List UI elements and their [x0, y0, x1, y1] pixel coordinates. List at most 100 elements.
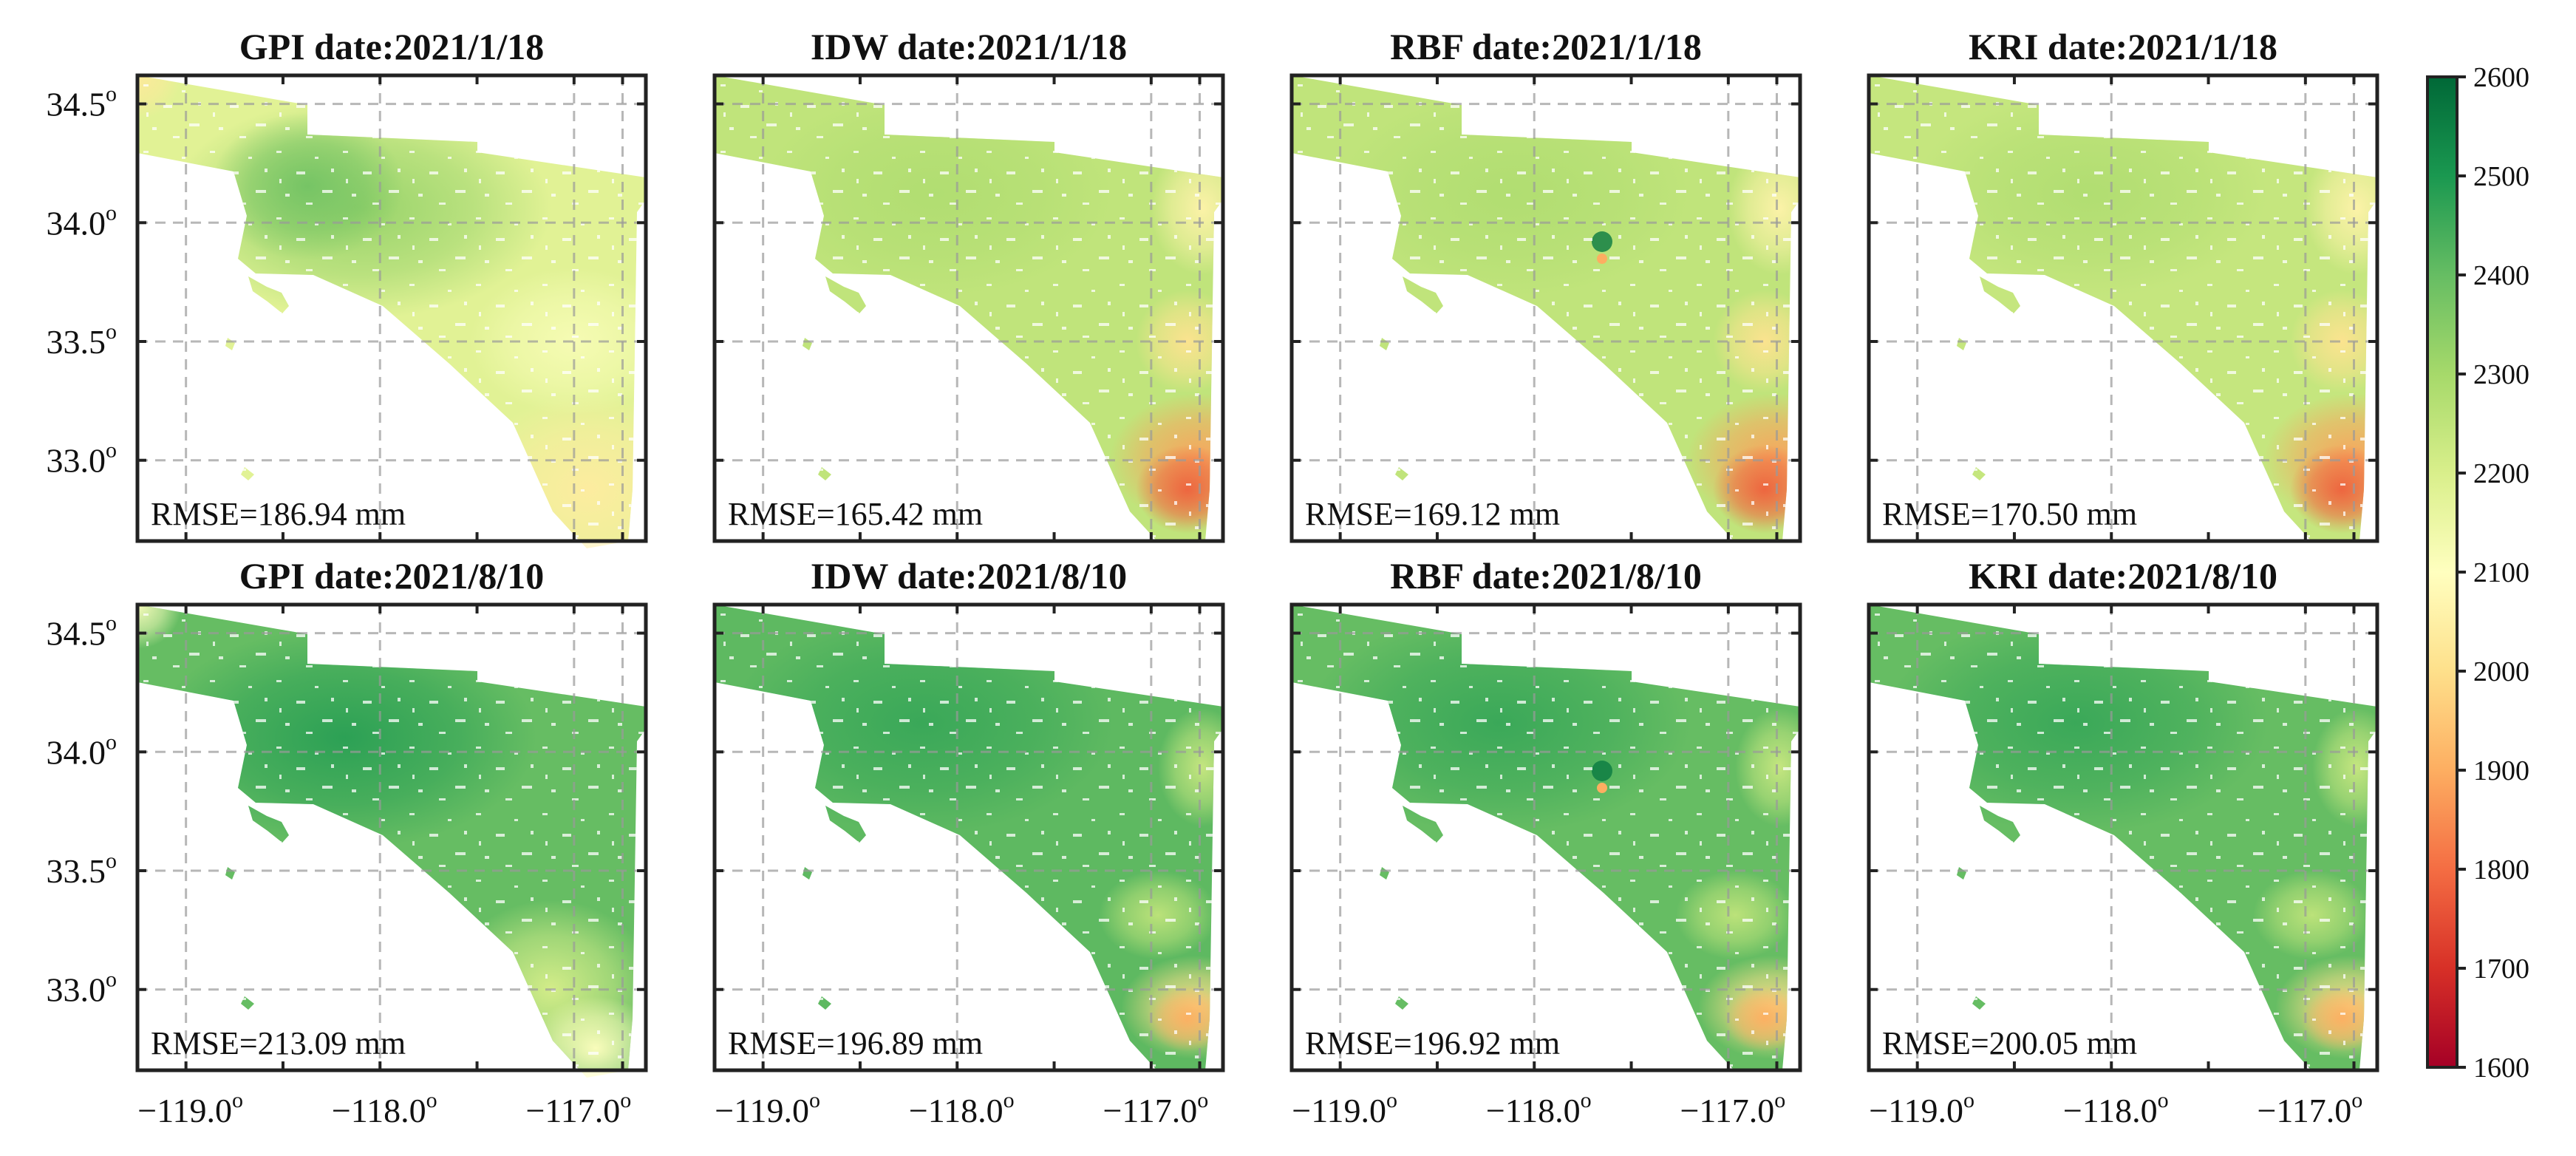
- gridlines: [1292, 75, 1800, 541]
- x-tick-label-degree: o: [232, 1088, 243, 1112]
- panel-title: IDW date:2021/8/10: [811, 555, 1127, 596]
- x-tick-label-degree: o: [1197, 1088, 1208, 1112]
- panel-frame: [1289, 73, 1802, 543]
- gridlines: [1869, 605, 2377, 1070]
- y-tick-label-degree: o: [106, 849, 117, 873]
- panel-title: IDW date:2021/1/18: [811, 26, 1127, 67]
- x-tick-label-degree: o: [1004, 1088, 1015, 1112]
- x-tick-label: −117.0o: [2257, 1088, 2362, 1129]
- gridlines: [1292, 605, 1800, 1070]
- gridlines: [1869, 75, 2377, 541]
- colorbar-tick-label: 2000: [2473, 656, 2529, 687]
- panel-frame: [135, 73, 648, 543]
- gridlines: [715, 605, 1223, 1070]
- y-tick-label: 34.0o: [47, 200, 117, 242]
- data-gaps-speckle: [1292, 605, 1800, 1070]
- colorbar: 2600 2500 2400 2300 2200 2100 2000 1900 1800 1700…: [2426, 62, 2529, 1084]
- ticks: [137, 605, 646, 1070]
- x-tick-label: −118.0o: [2063, 1088, 2169, 1129]
- x-tick-label: −117.0o: [1680, 1088, 1785, 1129]
- data-gaps-speckle: [1869, 75, 2377, 541]
- x-tick-label: −119.0o: [1869, 1088, 1974, 1129]
- panel-kri-jan: KRI date:2021/1/18 RMSE=170.50 mm: [1867, 26, 2379, 543]
- panel-title: GPI date:2021/8/10: [239, 555, 544, 596]
- data-gaps-speckle: [715, 605, 1223, 1070]
- y-tick-label-degree: o: [106, 200, 117, 225]
- x-tick-label: −119.0o: [1292, 1088, 1397, 1129]
- x-tick-label-degree: o: [1963, 1088, 1974, 1112]
- gridlines: [137, 75, 646, 541]
- x-tick-label-degree: o: [2158, 1088, 2169, 1112]
- panel-gpi-jan: GPI date:2021/1/18 RMSE=186.94 mm 34.5o 34.…: [47, 26, 648, 548]
- rmse-label: RMSE=196.92 mm: [1305, 1025, 1560, 1061]
- x-tick-label: −117.0o: [525, 1088, 631, 1129]
- rmse-label: RMSE=170.50 mm: [1882, 496, 2137, 532]
- y-tick-label: 33.0o: [47, 438, 117, 480]
- colorbar-tick-label: 1900: [2473, 755, 2529, 786]
- y-tick-label-degree: o: [106, 319, 117, 344]
- map-kri-aug: [1869, 605, 2377, 1070]
- ticks: [137, 75, 646, 541]
- panel-kri-aug: KRI date:2021/8/10 RMSE=200.05 mm −119.0o −…: [1867, 555, 2379, 1129]
- panel-title: KRI date:2021/8/10: [1969, 555, 2277, 596]
- panel-title: GPI date:2021/1/18: [239, 26, 544, 67]
- colorbar-tick-label: 2300: [2473, 359, 2529, 390]
- panel-title: RBF date:2021/1/18: [1390, 26, 1702, 67]
- panel-idw-jan: IDW date:2021/1/18 RMSE=165.42 mm: [712, 26, 1225, 543]
- panel-frame: [1289, 602, 1802, 1072]
- colorbar-gradient: [2427, 77, 2457, 1067]
- y-tick-label-degree: o: [106, 730, 117, 754]
- x-tick-label-degree: o: [1386, 1088, 1397, 1112]
- ticks: [1292, 75, 1800, 541]
- x-tick-label: −119.0o: [137, 1088, 243, 1129]
- data-gaps-speckle: [1869, 605, 2377, 1070]
- y-tick-label-degree: o: [106, 82, 117, 106]
- panel-rbf-jan: RBF date:2021/1/18 RMSE=169.12 mm: [1289, 26, 1802, 543]
- panel-frame: [1867, 73, 2379, 543]
- colorbar-tick-label: 2400: [2473, 260, 2529, 291]
- ticks: [1869, 605, 2377, 1070]
- ticks: [715, 605, 1223, 1070]
- x-tick-label: −117.0o: [1103, 1088, 1208, 1129]
- x-tick-label-degree: o: [1774, 1088, 1785, 1112]
- map-gpi-aug: [137, 605, 646, 1078]
- panel-title: RBF date:2021/8/10: [1390, 555, 1702, 596]
- y-tick-label-degree: o: [106, 438, 117, 463]
- panel-gpi-aug: GPI date:2021/8/10 RMSE=213.09 mm 34.5o 34.…: [47, 555, 648, 1129]
- map-idw-aug: [715, 605, 1223, 1070]
- x-tick-label-degree: o: [1581, 1088, 1592, 1112]
- colorbar-tick-label: 1800: [2473, 854, 2529, 885]
- panel-frame: [135, 602, 648, 1072]
- x-tick-label: −119.0o: [715, 1088, 820, 1129]
- map-rbf-jan: [1292, 75, 1800, 541]
- data-gaps-speckle: [137, 605, 646, 1070]
- x-tick-label-degree: o: [620, 1088, 631, 1112]
- rmse-label: RMSE=213.09 mm: [151, 1025, 406, 1061]
- panel-frame: [712, 602, 1225, 1072]
- x-tick-label: −118.0o: [909, 1088, 1015, 1129]
- ticks: [1292, 605, 1800, 1070]
- map-rbf-aug: [1292, 605, 1800, 1070]
- rmse-label: RMSE=165.42 mm: [728, 496, 983, 532]
- y-tick-label: 33.0o: [47, 968, 117, 1009]
- gridlines: [137, 605, 646, 1070]
- map-idw-jan: [715, 75, 1223, 541]
- gridlines: [715, 75, 1223, 541]
- rmse-label: RMSE=200.05 mm: [1882, 1025, 2137, 1061]
- y-tick-label-degree: o: [106, 611, 117, 636]
- rmse-label: RMSE=169.12 mm: [1305, 496, 1560, 532]
- y-tick-label: 34.5o: [47, 82, 117, 123]
- rmse-label: RMSE=196.89 mm: [728, 1025, 983, 1061]
- panel-frame: [1867, 602, 2379, 1072]
- panels-group: GPI date:2021/1/18 RMSE=186.94 mm 34.5o 34.…: [47, 26, 2379, 1129]
- colorbar-tick-label: 1600: [2473, 1053, 2529, 1084]
- y-tick-label: 33.5o: [47, 849, 117, 890]
- data-gaps-speckle: [1292, 75, 1800, 541]
- colorbar-tick-label: 1700: [2473, 953, 2529, 985]
- x-tick-label-degree: o: [2351, 1088, 2362, 1112]
- colorbar-tick-label: 2500: [2473, 161, 2529, 192]
- data-gaps-speckle: [137, 75, 646, 541]
- panel-frame: [712, 73, 1225, 543]
- x-tick-label: −118.0o: [1486, 1088, 1592, 1129]
